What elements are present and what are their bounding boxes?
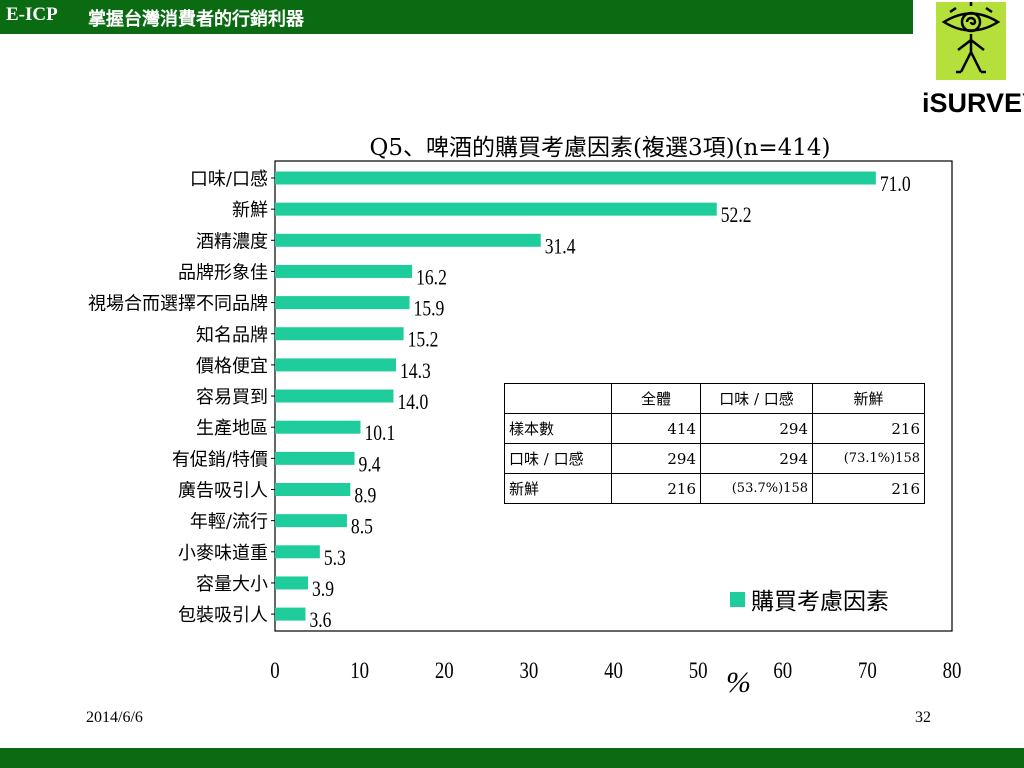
category-label: 小麥味道重: [178, 543, 268, 564]
table-cell: 294: [701, 414, 813, 444]
bar: [275, 358, 396, 371]
category-label: 品牌形象佳: [178, 262, 268, 283]
table-row-label: 新鮮: [505, 474, 612, 504]
bar: [275, 545, 320, 558]
data-label: 71.0: [880, 172, 911, 196]
data-label: 3.6: [309, 608, 331, 632]
table-cell: 216: [813, 414, 925, 444]
table-header-cell: 全體: [612, 384, 701, 414]
category-label: 容量大小: [196, 574, 268, 595]
table-cell: 216: [612, 474, 701, 504]
category-label: 口味/口感: [190, 169, 268, 190]
data-label: 15.9: [414, 297, 445, 321]
chart-legend: 購買考慮因素: [730, 582, 889, 616]
bar: [275, 203, 717, 216]
data-label: 10.1: [364, 421, 395, 445]
x-tick-label: 30: [519, 657, 538, 683]
table-header-cell: 新鮮: [813, 384, 925, 414]
data-label: 14.0: [397, 390, 428, 414]
x-tick-label: 50: [689, 657, 708, 683]
data-label: 52.2: [721, 203, 752, 227]
table-header-cell: 口味 / 口感: [701, 384, 813, 414]
category-label: 容易買到: [196, 387, 268, 408]
footer-date: 2014/6/6: [86, 709, 143, 727]
table-cell: (73.1%)158: [813, 444, 925, 474]
bar: [275, 265, 412, 278]
footer-bar: [0, 748, 1024, 768]
category-label: 包裝吸引人: [178, 605, 268, 626]
bar: [275, 514, 347, 527]
x-tick-label: 0: [270, 657, 279, 683]
x-tick-label: 70: [858, 657, 877, 683]
data-label: 15.2: [408, 328, 439, 352]
table-cell: 414: [612, 414, 701, 444]
bar: [275, 327, 404, 340]
table-row: 口味 / 口感 294 294 (73.1%)158: [505, 444, 925, 474]
data-label: 16.2: [416, 266, 447, 290]
data-label: 14.3: [400, 359, 431, 383]
bar: [275, 483, 350, 496]
crosstab-table: 全體 口味 / 口感 新鮮 樣本數 414 294 216 口味 / 口感 29…: [504, 383, 925, 504]
page-number: 32: [915, 709, 931, 727]
data-label: 9.4: [359, 453, 381, 477]
table-row: 新鮮 216 (53.7%)158 216: [505, 474, 925, 504]
x-tick-label: 10: [350, 657, 369, 683]
table-row-label: 樣本數: [505, 414, 612, 444]
table-cell: (53.7%)158: [701, 474, 813, 504]
bar: [275, 421, 360, 434]
data-label: 8.9: [354, 484, 376, 508]
category-label: 生產地區: [196, 418, 268, 439]
bar: [275, 576, 308, 589]
table-header-row: 全體 口味 / 口感 新鮮: [505, 384, 925, 414]
data-label: 8.5: [351, 515, 373, 539]
table-cell: 294: [701, 444, 813, 474]
category-label: 視場合而選擇不同品牌: [88, 294, 268, 315]
legend-swatch: [730, 592, 745, 607]
data-label: 5.3: [324, 546, 346, 570]
bar: [275, 234, 541, 247]
bar: [275, 608, 305, 621]
category-label: 廣告吸引人: [178, 481, 268, 502]
table-row: 樣本數 414 294 216: [505, 414, 925, 444]
category-label: 價格便宜: [196, 356, 268, 377]
category-label: 酒精濃度: [196, 231, 268, 252]
x-tick-label: 40: [604, 657, 623, 683]
bar: [275, 452, 355, 465]
x-axis-label: %: [726, 666, 751, 700]
data-label: 3.9: [312, 577, 334, 601]
table-header-cell: [505, 384, 612, 414]
x-tick-label: 80: [943, 657, 962, 683]
bar: [275, 390, 393, 403]
category-label: 有促銷/特價: [172, 449, 268, 470]
x-tick-label: 60: [773, 657, 792, 683]
data-label: 31.4: [545, 235, 576, 259]
bar: [275, 172, 876, 185]
legend-label: 購買考慮因素: [751, 582, 889, 616]
table-cell: 294: [612, 444, 701, 474]
bar: [275, 296, 410, 309]
category-label: 新鮮: [232, 200, 268, 221]
table-cell: 216: [813, 474, 925, 504]
x-tick-label: 20: [435, 657, 454, 683]
table-row-label: 口味 / 口感: [505, 444, 612, 474]
category-label: 知名品牌: [196, 325, 268, 346]
category-label: 年輕/流行: [190, 512, 268, 533]
